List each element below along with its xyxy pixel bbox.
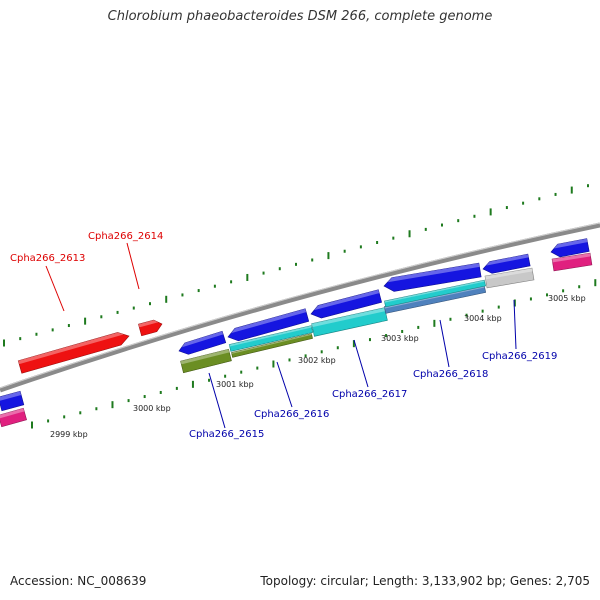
- accession-text: Accession: NC_008639: [10, 574, 147, 588]
- scale-labels: 2999 kbp 3000 kbp 3001 kbp 3002 kbp 3003…: [50, 294, 586, 439]
- gene-arrow-highlight: [552, 253, 591, 263]
- gene-arrow-highlight: [18, 332, 124, 365]
- gene-feature[interactable]: [550, 238, 590, 258]
- gene-arrow-highlight: [387, 263, 480, 283]
- gene-arrow-highlight: [231, 308, 307, 334]
- gene-arrow-body[interactable]: [551, 252, 593, 272]
- gene-label-cpha266-2613[interactable]: Cpha266_2613: [10, 253, 85, 264]
- gene-cpha266-2613-feature[interactable]: [17, 332, 130, 374]
- gene-arrow-body[interactable]: [311, 307, 388, 337]
- leader-line: [208, 372, 226, 429]
- gene-arrow-body[interactable]: [180, 348, 232, 374]
- leader-line: [276, 361, 293, 408]
- gene-arrow-highlight: [0, 391, 22, 401]
- gene-arrow-body[interactable]: [228, 325, 314, 352]
- genome-backbone: [0, 222, 600, 393]
- gene-arrow-body[interactable]: [178, 330, 227, 355]
- gene-arrow-highlight: [229, 325, 312, 347]
- gene-category-block[interactable]: [180, 348, 232, 374]
- gene-category-block[interactable]: [231, 333, 313, 358]
- gene-arrow-highlight: [180, 349, 230, 365]
- label-leaders: [45, 242, 517, 429]
- gene-arrow-highlight: [486, 254, 529, 266]
- gene-category-block[interactable]: [551, 252, 593, 272]
- gene-arrow-body[interactable]: [482, 253, 531, 274]
- gene-arrow-body[interactable]: [383, 262, 482, 292]
- gene-arrow-highlight: [384, 280, 485, 303]
- scale-label: 3004 kbp: [464, 314, 502, 323]
- gene-category-block[interactable]: [228, 325, 314, 352]
- leader-line: [45, 265, 65, 312]
- gene-label-cpha266-2619[interactable]: Cpha266_2619: [482, 351, 557, 362]
- gene-category-block[interactable]: [484, 267, 535, 289]
- gene-arrow-body[interactable]: [384, 279, 486, 308]
- gene-arrow-body[interactable]: [231, 333, 313, 358]
- gene-arrow-body[interactable]: [0, 407, 27, 428]
- bottom-tick-track: [31, 279, 597, 429]
- gene-label-cpha266-2617[interactable]: Cpha266_2617: [332, 389, 407, 400]
- gene-arrow-body[interactable]: [310, 289, 383, 319]
- gene-label-cpha266-2618[interactable]: Cpha266_2618: [413, 369, 488, 380]
- genome-info-text: Topology: circular; Length: 3,133,902 bp…: [260, 574, 590, 588]
- scale-label: 3005 kbp: [548, 294, 586, 303]
- gene-arrow-body[interactable]: [138, 319, 163, 337]
- leader-line: [353, 339, 369, 388]
- gene-feature[interactable]: [383, 262, 482, 292]
- map-title: Chlorobium phaeobacteroides DSM 266, com…: [107, 9, 493, 24]
- gene-arrow-highlight: [0, 408, 25, 419]
- gene-arrow-body[interactable]: [484, 267, 535, 289]
- gene-cpha266-2614-feature[interactable]: [138, 319, 163, 337]
- gene-arrow-highlight: [138, 320, 159, 328]
- gene-category-block[interactable]: [0, 407, 27, 428]
- leader-line: [126, 242, 140, 290]
- scale-label: 3002 kbp: [298, 356, 336, 365]
- gene-label-cpha266-2616[interactable]: Cpha266_2616: [254, 409, 329, 420]
- gene-feature[interactable]: [482, 253, 531, 274]
- gene-feature[interactable]: [0, 390, 25, 412]
- gene-feature[interactable]: [310, 289, 383, 319]
- gene-label-cpha266-2614[interactable]: Cpha266_2614: [88, 231, 163, 242]
- gene-arrow-body[interactable]: [17, 332, 130, 374]
- gene-label-cpha266-2615[interactable]: Cpha266_2615: [189, 429, 264, 440]
- leader-line: [439, 319, 450, 368]
- gene-labels: Cpha266_2613 Cpha266_2614 Cpha266_2615 C…: [10, 231, 557, 440]
- gene-arrow-highlight: [314, 289, 380, 311]
- gene-arrow-highlight: [311, 307, 386, 328]
- scale-label: 2999 kbp: [50, 430, 88, 439]
- leader-line: [513, 299, 517, 350]
- gene-category-block[interactable]: [311, 307, 388, 337]
- gene-arrow-highlight: [231, 333, 312, 354]
- gene-feature[interactable]: [227, 308, 310, 342]
- gene-feature[interactable]: [178, 330, 227, 355]
- gene-arrow-highlight: [181, 331, 224, 348]
- scale-label: 3003 kbp: [381, 334, 419, 343]
- gene-arrow-highlight: [484, 268, 533, 280]
- gene-category-block[interactable]: [384, 279, 486, 308]
- gene-arrow-highlight: [553, 238, 588, 249]
- feature-track: [0, 238, 593, 428]
- top-tick-track: [3, 184, 589, 347]
- scale-label: 3001 kbp: [216, 380, 254, 389]
- gene-arrow-body[interactable]: [0, 390, 25, 412]
- scale-label: 3000 kbp: [133, 404, 171, 413]
- gene-arrow-body[interactable]: [227, 308, 310, 342]
- gene-arrow-body[interactable]: [550, 238, 590, 258]
